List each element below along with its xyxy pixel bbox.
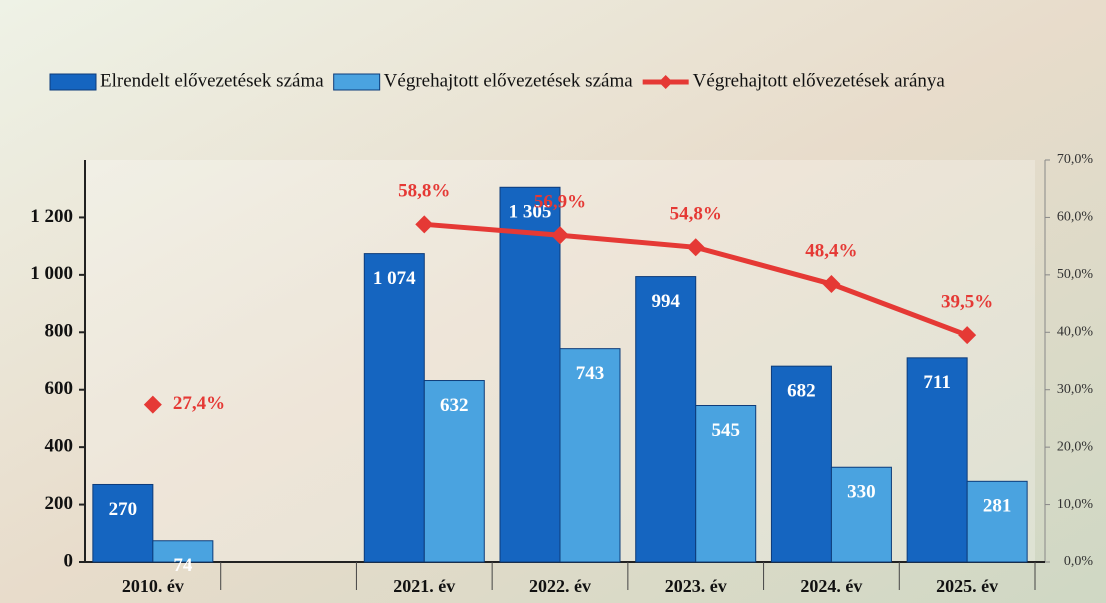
bar-value-label: 994 — [651, 291, 680, 312]
x-tick-label: 2022. év — [529, 576, 591, 596]
bar — [364, 254, 424, 562]
x-tick-label: 2024. év — [800, 576, 862, 596]
y2-tick-label: 10,0% — [1057, 497, 1094, 512]
line-value-label: 54,8% — [670, 204, 722, 225]
line-value-label: 58,8% — [398, 181, 450, 202]
bar — [500, 187, 560, 562]
y2-tick-label: 20,0% — [1057, 439, 1094, 454]
line-value-label: 48,4% — [805, 240, 857, 261]
y-tick-label: 200 — [45, 493, 74, 514]
bar-value-label: 74 — [173, 555, 193, 576]
y2-tick-label: 50,0% — [1057, 267, 1094, 282]
y-tick-label: 0 — [64, 550, 74, 571]
bar-value-label: 281 — [983, 496, 1012, 517]
x-tick-label: 2021. év — [393, 576, 455, 596]
x-tick-label: 2010. év — [122, 576, 184, 596]
bar — [93, 484, 153, 562]
x-tick-label: 2025. év — [936, 576, 998, 596]
chart: 0 200 400 600 800 1 000 1 200 0,0% 10,0% 20,0% 30,… — [0, 0, 1106, 603]
y-tick-label: 1 200 — [30, 206, 73, 227]
bar-value-label: 632 — [440, 395, 469, 416]
bar-value-label: 330 — [847, 482, 876, 503]
legend-swatch — [50, 74, 96, 90]
x-tick-label: 2023. év — [665, 576, 727, 596]
bar-value-label: 270 — [109, 499, 138, 520]
line-value-label: 39,5% — [941, 292, 993, 313]
legend-label: Végrehajtott elővezetések aránya — [693, 70, 946, 91]
y2-tick-label: 40,0% — [1057, 325, 1094, 340]
bar-value-label: 1 074 — [373, 268, 416, 289]
y2-tick-label: 70,0% — [1057, 152, 1094, 167]
line-value-label: 27,4% — [173, 393, 225, 414]
y2-tick-label: 30,0% — [1057, 382, 1094, 397]
bar-value-label: 743 — [576, 363, 605, 384]
y-tick-label: 400 — [45, 436, 74, 457]
bar — [636, 277, 696, 562]
legend-swatch — [334, 74, 380, 90]
y-tick-label: 800 — [45, 321, 74, 342]
bar — [967, 481, 1027, 562]
legend-label: Elrendelt elővezetések száma — [100, 70, 324, 91]
y2-tick-label: 60,0% — [1057, 210, 1094, 225]
y2-tick-label: 0,0% — [1064, 554, 1094, 569]
y-tick-label: 1 000 — [30, 263, 73, 284]
bar-value-label: 545 — [711, 420, 740, 441]
bar-value-label: 682 — [787, 381, 816, 402]
bar-value-label: 711 — [923, 372, 950, 393]
line-value-label: 56,9% — [534, 192, 586, 213]
y-tick-label: 600 — [45, 378, 74, 399]
legend-label: Végrehajtott elővezetések száma — [384, 70, 634, 91]
